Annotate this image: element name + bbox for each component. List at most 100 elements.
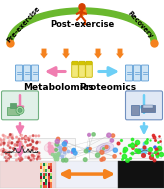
Point [60, 148, 62, 151]
Point [33, 155, 35, 158]
Point [57, 137, 59, 140]
Point [23, 146, 26, 149]
Point [56, 143, 58, 146]
Point [36, 153, 39, 156]
Point [53, 155, 56, 158]
Polygon shape [40, 49, 48, 59]
Point [37, 134, 40, 137]
Point [20, 151, 23, 154]
Point [96, 154, 99, 157]
Point [135, 144, 137, 147]
Point [57, 151, 59, 154]
Polygon shape [94, 49, 102, 59]
Point [55, 156, 58, 159]
Point [35, 134, 37, 137]
Point [20, 134, 23, 137]
Point [48, 145, 51, 148]
FancyBboxPatch shape [1, 91, 39, 120]
Point [36, 158, 39, 161]
FancyBboxPatch shape [125, 91, 163, 120]
Point [74, 152, 77, 155]
FancyBboxPatch shape [16, 65, 22, 81]
Point [0, 139, 3, 142]
Point [28, 137, 30, 140]
Point [0, 138, 2, 141]
Point [51, 152, 54, 155]
Point [102, 157, 105, 160]
Point [48, 149, 51, 152]
Point [157, 148, 159, 151]
Point [11, 133, 13, 136]
Point [31, 154, 34, 157]
Point [55, 154, 58, 157]
Point [7, 159, 10, 162]
Point [16, 144, 19, 147]
Point [32, 159, 34, 162]
Bar [141, 105, 155, 112]
Point [12, 147, 15, 150]
FancyBboxPatch shape [79, 61, 85, 65]
Point [14, 143, 16, 146]
Point [47, 141, 50, 144]
Point [25, 136, 27, 139]
Text: Post-exercise: Post-exercise [50, 20, 114, 29]
Point [18, 157, 20, 160]
FancyBboxPatch shape [125, 65, 133, 81]
Point [29, 143, 31, 146]
Point [20, 156, 22, 159]
Point [50, 146, 53, 149]
Point [100, 158, 103, 161]
Point [3, 141, 5, 144]
Point [72, 149, 75, 152]
Point [54, 152, 57, 155]
Point [59, 146, 62, 149]
FancyBboxPatch shape [86, 61, 92, 65]
Point [38, 154, 40, 157]
Point [63, 150, 66, 153]
Point [53, 147, 56, 150]
Point [71, 151, 74, 154]
Point [32, 140, 34, 143]
Point [32, 146, 34, 149]
Point [62, 159, 64, 162]
Point [50, 145, 53, 148]
Text: Metabolomics: Metabolomics [23, 83, 93, 92]
Point [111, 139, 113, 142]
Point [0, 141, 3, 144]
Point [28, 139, 30, 142]
Point [54, 155, 57, 158]
Point [0, 149, 2, 152]
Point [35, 147, 38, 150]
FancyBboxPatch shape [86, 62, 92, 77]
Point [59, 149, 62, 152]
Point [17, 149, 20, 152]
Point [89, 147, 92, 150]
Point [101, 151, 103, 154]
Point [53, 148, 56, 151]
Point [66, 150, 69, 153]
Point [55, 148, 57, 151]
Point [2, 134, 4, 137]
Point [11, 135, 13, 138]
Ellipse shape [56, 144, 68, 156]
Point [112, 134, 114, 137]
Point [9, 155, 12, 158]
Point [13, 147, 16, 150]
FancyBboxPatch shape [79, 62, 85, 77]
Circle shape [18, 108, 22, 112]
Point [24, 156, 27, 159]
Point [63, 143, 66, 146]
Circle shape [16, 106, 24, 114]
Point [4, 156, 7, 159]
Circle shape [79, 4, 85, 10]
Point [0, 143, 2, 146]
Point [17, 140, 20, 143]
Point [21, 137, 23, 140]
Point [3, 149, 6, 152]
Point [1, 148, 3, 151]
Point [63, 147, 66, 150]
Point [92, 133, 95, 136]
FancyBboxPatch shape [133, 65, 141, 81]
Point [56, 158, 59, 161]
Point [113, 155, 116, 158]
